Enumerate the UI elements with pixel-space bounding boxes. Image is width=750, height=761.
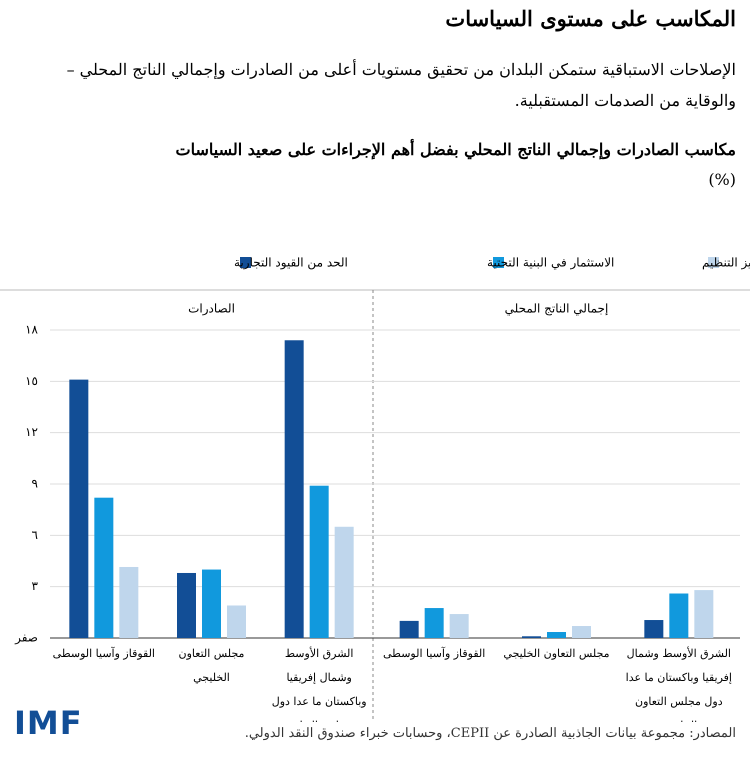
bar	[694, 590, 714, 638]
bar	[572, 626, 591, 638]
x-tick-label: مجلس التعاون الخليجي	[503, 647, 610, 660]
legend-swatch	[493, 257, 504, 268]
title: المكاسب على مستوى السياسات	[445, 6, 736, 31]
bar	[94, 497, 114, 638]
bar	[669, 593, 689, 638]
bar	[284, 340, 304, 638]
bar	[522, 636, 541, 638]
unit: (%)	[708, 170, 736, 189]
x-label-box: مجلس التعاون الخليجي	[503, 647, 610, 660]
bar	[399, 620, 419, 638]
y-tick-label: ٩	[32, 477, 38, 491]
legend-swatch	[240, 257, 251, 268]
x-tick-label: القوقاز وآسيا الوسطى	[383, 647, 486, 660]
bar	[119, 566, 139, 638]
y-tick-label: ١٥	[25, 374, 38, 388]
x-tick-label: الشرق الأوسط وشمال إفريقيا وباكستان ما ع…	[271, 647, 367, 722]
bar	[644, 620, 664, 638]
source: المصادر: مجموعة بيانات الجاذبية الصادرة …	[244, 726, 736, 741]
y-tick-label: ٦	[32, 528, 38, 542]
panel-title: الصادرات	[188, 302, 235, 316]
panel-title: إجمالي الناتج المحلي	[505, 302, 609, 317]
y-tick-label: ١٢	[25, 425, 38, 439]
chart-title: مكاسب الصادرات وإجمالي الناتج المحلي بفض…	[175, 140, 736, 159]
x-tick-label: مجلس التعاون الخليجي	[178, 647, 245, 684]
bar	[69, 379, 89, 638]
bar	[309, 485, 329, 638]
subtitle: الإصلاحات الاستباقية ستمكن البلدان من تح…	[66, 60, 736, 110]
x-label-box: مجلس التعاون الخليجي	[178, 647, 245, 684]
x-tick-label: القوقاز وآسيا الوسطى	[52, 647, 155, 660]
bar	[547, 632, 566, 638]
bar	[177, 572, 196, 638]
x-label-box: الشرق الأوسط وشمال إفريقيا وباكستان ما ع…	[271, 647, 367, 722]
y-tick-label: ١٨	[25, 323, 38, 337]
x-label-box: الشرق الأوسط وشمال إفريقيا وباكستان ما ع…	[625, 647, 732, 722]
x-label-box: القوقاز وآسيا الوسطى	[52, 647, 155, 660]
y-tick-label: صفر	[14, 631, 38, 645]
x-label-box: القوقاز وآسيا الوسطى	[383, 647, 486, 660]
legend-label: الحد من القيود التجارية	[234, 256, 348, 270]
bar	[227, 605, 246, 638]
logo: IMF	[14, 704, 83, 742]
bar	[449, 614, 469, 638]
legend-label: الاستثمار في البنية التحتية	[487, 256, 614, 270]
legend-label: تعزيز التنظيم	[702, 256, 750, 270]
bar	[424, 608, 444, 638]
y-tick-label: ٣	[32, 579, 39, 593]
bar	[334, 526, 354, 638]
legend-swatch	[708, 257, 719, 268]
bar	[202, 569, 221, 638]
x-tick-label: الشرق الأوسط وشمال إفريقيا وباكستان ما ع…	[625, 647, 732, 722]
